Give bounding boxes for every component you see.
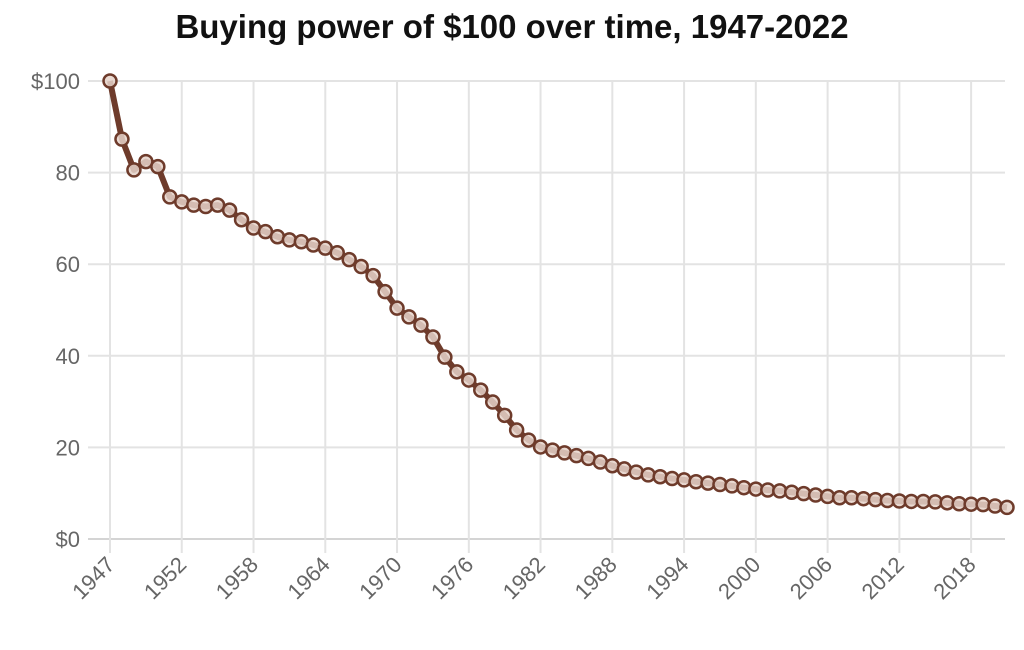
data-point [341,251,357,268]
series-buying-power [102,73,1015,516]
x-tick-label: 1988 [570,552,622,604]
data-point [484,394,501,410]
data-point [449,364,465,380]
y-tick-label: $100 [31,69,80,94]
y-tick-label: 40 [56,344,80,369]
y-axis: $0 20 40 60 80 $100 [31,69,80,552]
data-point [520,432,537,448]
data-point [425,329,441,345]
data-point [150,158,166,175]
y-tick-label: 60 [56,252,80,277]
x-tick-label: 1982 [498,552,550,604]
data-point [401,309,417,325]
data-point [473,382,489,398]
data-point [508,422,525,438]
data-point [126,162,142,178]
series-line [107,80,1008,511]
data-point [999,499,1015,516]
x-tick-label: 1976 [426,552,478,604]
y-tick-label: $0 [56,527,80,552]
x-tick-label: 1970 [354,552,406,604]
data-point [114,131,130,147]
data-point [102,73,118,89]
data-point [461,372,477,388]
x-tick-label: 1947 [67,552,119,604]
grid [88,80,1005,553]
y-tick-label: 20 [56,435,80,460]
data-point [437,349,453,365]
y-tick-label: 80 [56,161,80,186]
data-point [389,300,405,316]
x-tick-label: 2006 [785,552,837,604]
x-tick-label: 2012 [857,552,909,604]
data-point [221,202,238,218]
data-point [329,245,345,261]
x-axis: 1947 1952 1958 1964 1970 1976 1982 1988 1994 2000… [67,552,980,604]
x-tick-label: 1958 [211,552,263,604]
data-point [353,258,369,275]
data-point [365,267,381,284]
x-tick-label: 1964 [283,552,335,604]
x-tick-label: 1952 [139,552,191,604]
data-point [233,212,250,228]
data-point [413,317,429,333]
x-tick-label: 1994 [641,552,693,604]
x-tick-label: 2000 [713,552,765,604]
x-tick-label: 2018 [928,552,980,604]
data-point [496,407,513,424]
chart-title: Buying power of $100 over time, 1947-202… [175,8,849,45]
data-point [377,283,393,300]
